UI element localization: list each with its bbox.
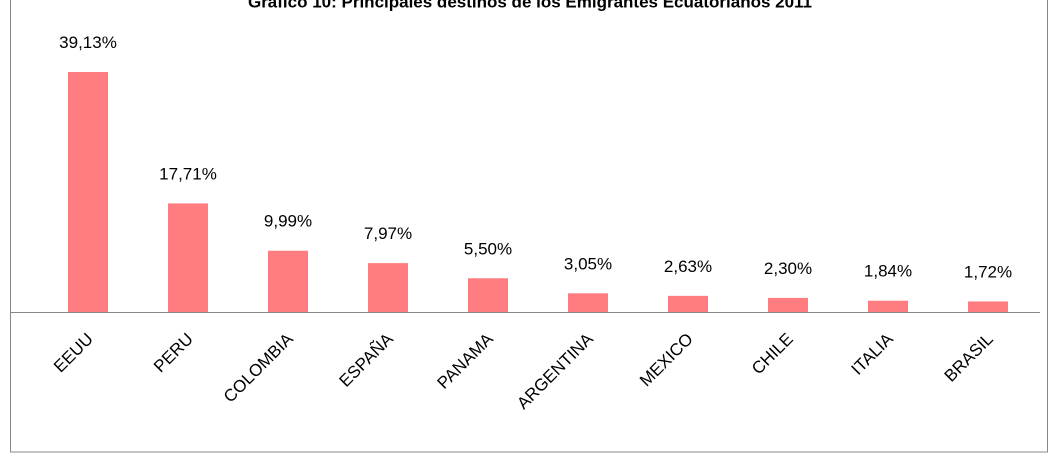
x-tick-label: PANAMA bbox=[434, 329, 498, 393]
x-tick-label: COLOMBIA bbox=[220, 329, 297, 406]
x-tick-label: CHILE bbox=[748, 329, 797, 378]
x-tick-label: ARGENTINA bbox=[513, 329, 597, 413]
data-label: 1,72% bbox=[964, 262, 1012, 281]
bar bbox=[568, 293, 608, 312]
data-label: 3,05% bbox=[564, 254, 612, 273]
x-tick-label: BRASIL bbox=[941, 329, 997, 385]
bar bbox=[468, 278, 508, 312]
data-label: 2,30% bbox=[764, 259, 812, 278]
bar bbox=[768, 297, 808, 312]
bar bbox=[68, 72, 108, 312]
bar bbox=[368, 263, 408, 312]
x-tick-label: MEXICO bbox=[636, 329, 697, 390]
x-tick-label: EEUU bbox=[50, 329, 97, 376]
bar bbox=[268, 250, 308, 312]
data-label: 1,84% bbox=[864, 262, 912, 281]
bar bbox=[668, 295, 708, 312]
x-tick-label: ESPAÑA bbox=[336, 329, 398, 391]
data-label: 9,99% bbox=[264, 212, 312, 231]
data-label: 2,63% bbox=[664, 257, 712, 276]
bar bbox=[868, 300, 908, 312]
data-label: 5,50% bbox=[464, 239, 512, 258]
chart-title: Gráfico 10: Principales destinos de los … bbox=[248, 0, 812, 11]
data-label: 39,13% bbox=[59, 33, 117, 52]
x-tick-label: ITALIA bbox=[848, 329, 898, 379]
data-label: 17,71% bbox=[159, 164, 217, 183]
x-tick-label: PERU bbox=[150, 329, 197, 376]
data-label: 7,97% bbox=[364, 224, 412, 243]
chart-frame bbox=[10, 0, 1048, 453]
bar bbox=[968, 301, 1008, 312]
bar bbox=[168, 203, 208, 312]
